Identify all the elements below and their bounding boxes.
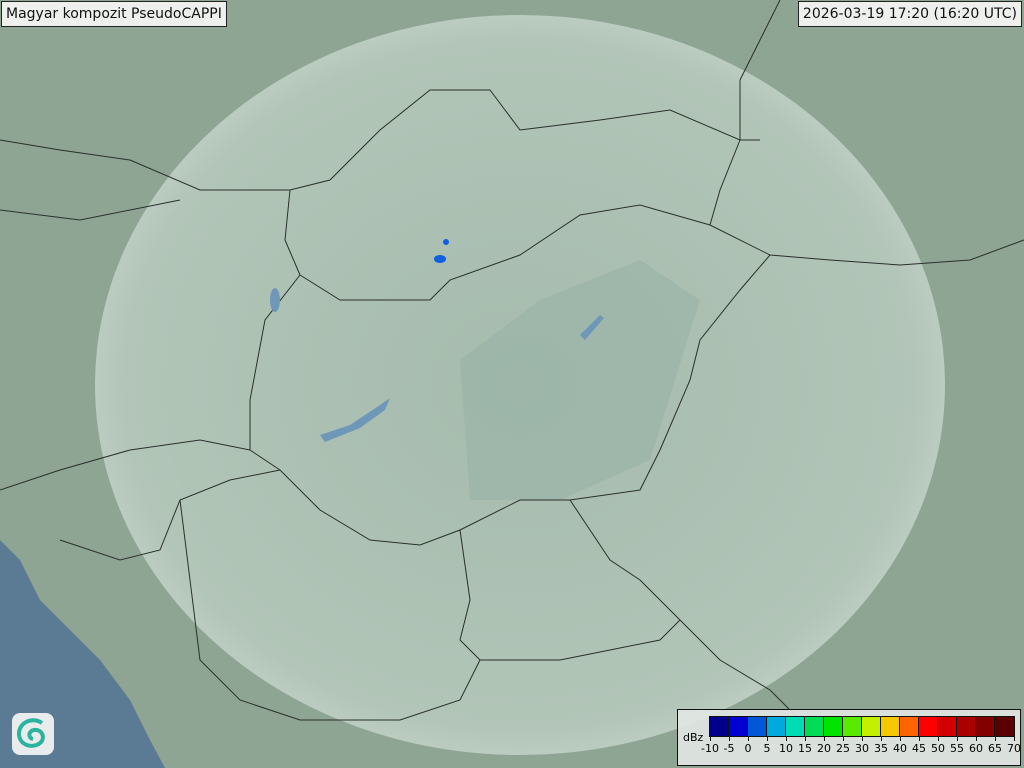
legend-unit: dBz xyxy=(683,731,704,744)
legend-tick-label: 65 xyxy=(988,742,1002,755)
legend-tick-label: -10 xyxy=(701,742,719,755)
legend-tick xyxy=(805,736,806,741)
lakes xyxy=(270,288,604,442)
dbz-legend: dBz -10 -5 0 5 10 15 20 25 30 35 40 45 50 55 60 65 70 xyxy=(677,709,1021,766)
legend-tick xyxy=(824,736,825,741)
legend-color-cell xyxy=(976,717,995,736)
legend-color-cell xyxy=(729,717,748,736)
legend-tick-label: 25 xyxy=(836,742,850,755)
legend-color-cell xyxy=(900,717,919,736)
legend-color-cell xyxy=(767,717,786,736)
legend-tick xyxy=(976,736,977,741)
legend-tick-label: 35 xyxy=(874,742,888,755)
legend-tick xyxy=(843,736,844,741)
legend-tick xyxy=(710,736,711,741)
legend-color-cell xyxy=(824,717,843,736)
spiral-logo-icon xyxy=(12,713,54,755)
legend-tick xyxy=(1014,736,1015,741)
legend-tick xyxy=(729,736,730,741)
legend-tick xyxy=(900,736,901,741)
legend-color-cell xyxy=(710,717,729,736)
legend-tick xyxy=(786,736,787,741)
legend-tick xyxy=(938,736,939,741)
legend-tick-label: 30 xyxy=(855,742,869,755)
legend-color-cell xyxy=(919,717,938,736)
legend-tick-label: 15 xyxy=(798,742,812,755)
legend-tick-label: 0 xyxy=(744,742,752,755)
legend-color-cell xyxy=(748,717,767,736)
legend-tick-label: 10 xyxy=(779,742,793,755)
legend-tick-label: 5 xyxy=(763,742,771,755)
legend-tick-label: 50 xyxy=(931,742,945,755)
legend-tick-label: 70 xyxy=(1007,742,1021,755)
color-scale xyxy=(709,716,1015,737)
legend-color-cell xyxy=(995,717,1014,736)
legend-color-cell xyxy=(881,717,900,736)
legend-color-cell xyxy=(938,717,957,736)
legend-tick xyxy=(919,736,920,741)
legend-tick xyxy=(767,736,768,741)
legend-tick xyxy=(957,736,958,741)
legend-color-cell xyxy=(805,717,824,736)
legend-tick xyxy=(748,736,749,741)
hungary-plain xyxy=(460,260,700,500)
legend-tick-label: -5 xyxy=(723,742,735,755)
legend-color-cell xyxy=(843,717,862,736)
product-title: Magyar kompozit PseudoCAPPI xyxy=(1,1,227,27)
radar-echoes xyxy=(434,239,449,263)
adriatic-sea xyxy=(0,540,165,768)
timestamp: 2026-03-19 17:20 (16:20 UTC) xyxy=(797,1,1022,27)
legend-tick-label: 40 xyxy=(893,742,907,755)
legend-tick xyxy=(995,736,996,741)
legend-tick-label: 20 xyxy=(817,742,831,755)
legend-tick-label: 45 xyxy=(912,742,926,755)
legend-tick-label: 55 xyxy=(950,742,964,755)
legend-tick xyxy=(862,736,863,741)
legend-tick xyxy=(881,736,882,741)
country-borders xyxy=(0,0,1024,721)
legend-color-cell xyxy=(957,717,976,736)
legend-tick-label: 60 xyxy=(969,742,983,755)
legend-color-cell xyxy=(862,717,881,736)
legend-color-cell xyxy=(786,717,805,736)
